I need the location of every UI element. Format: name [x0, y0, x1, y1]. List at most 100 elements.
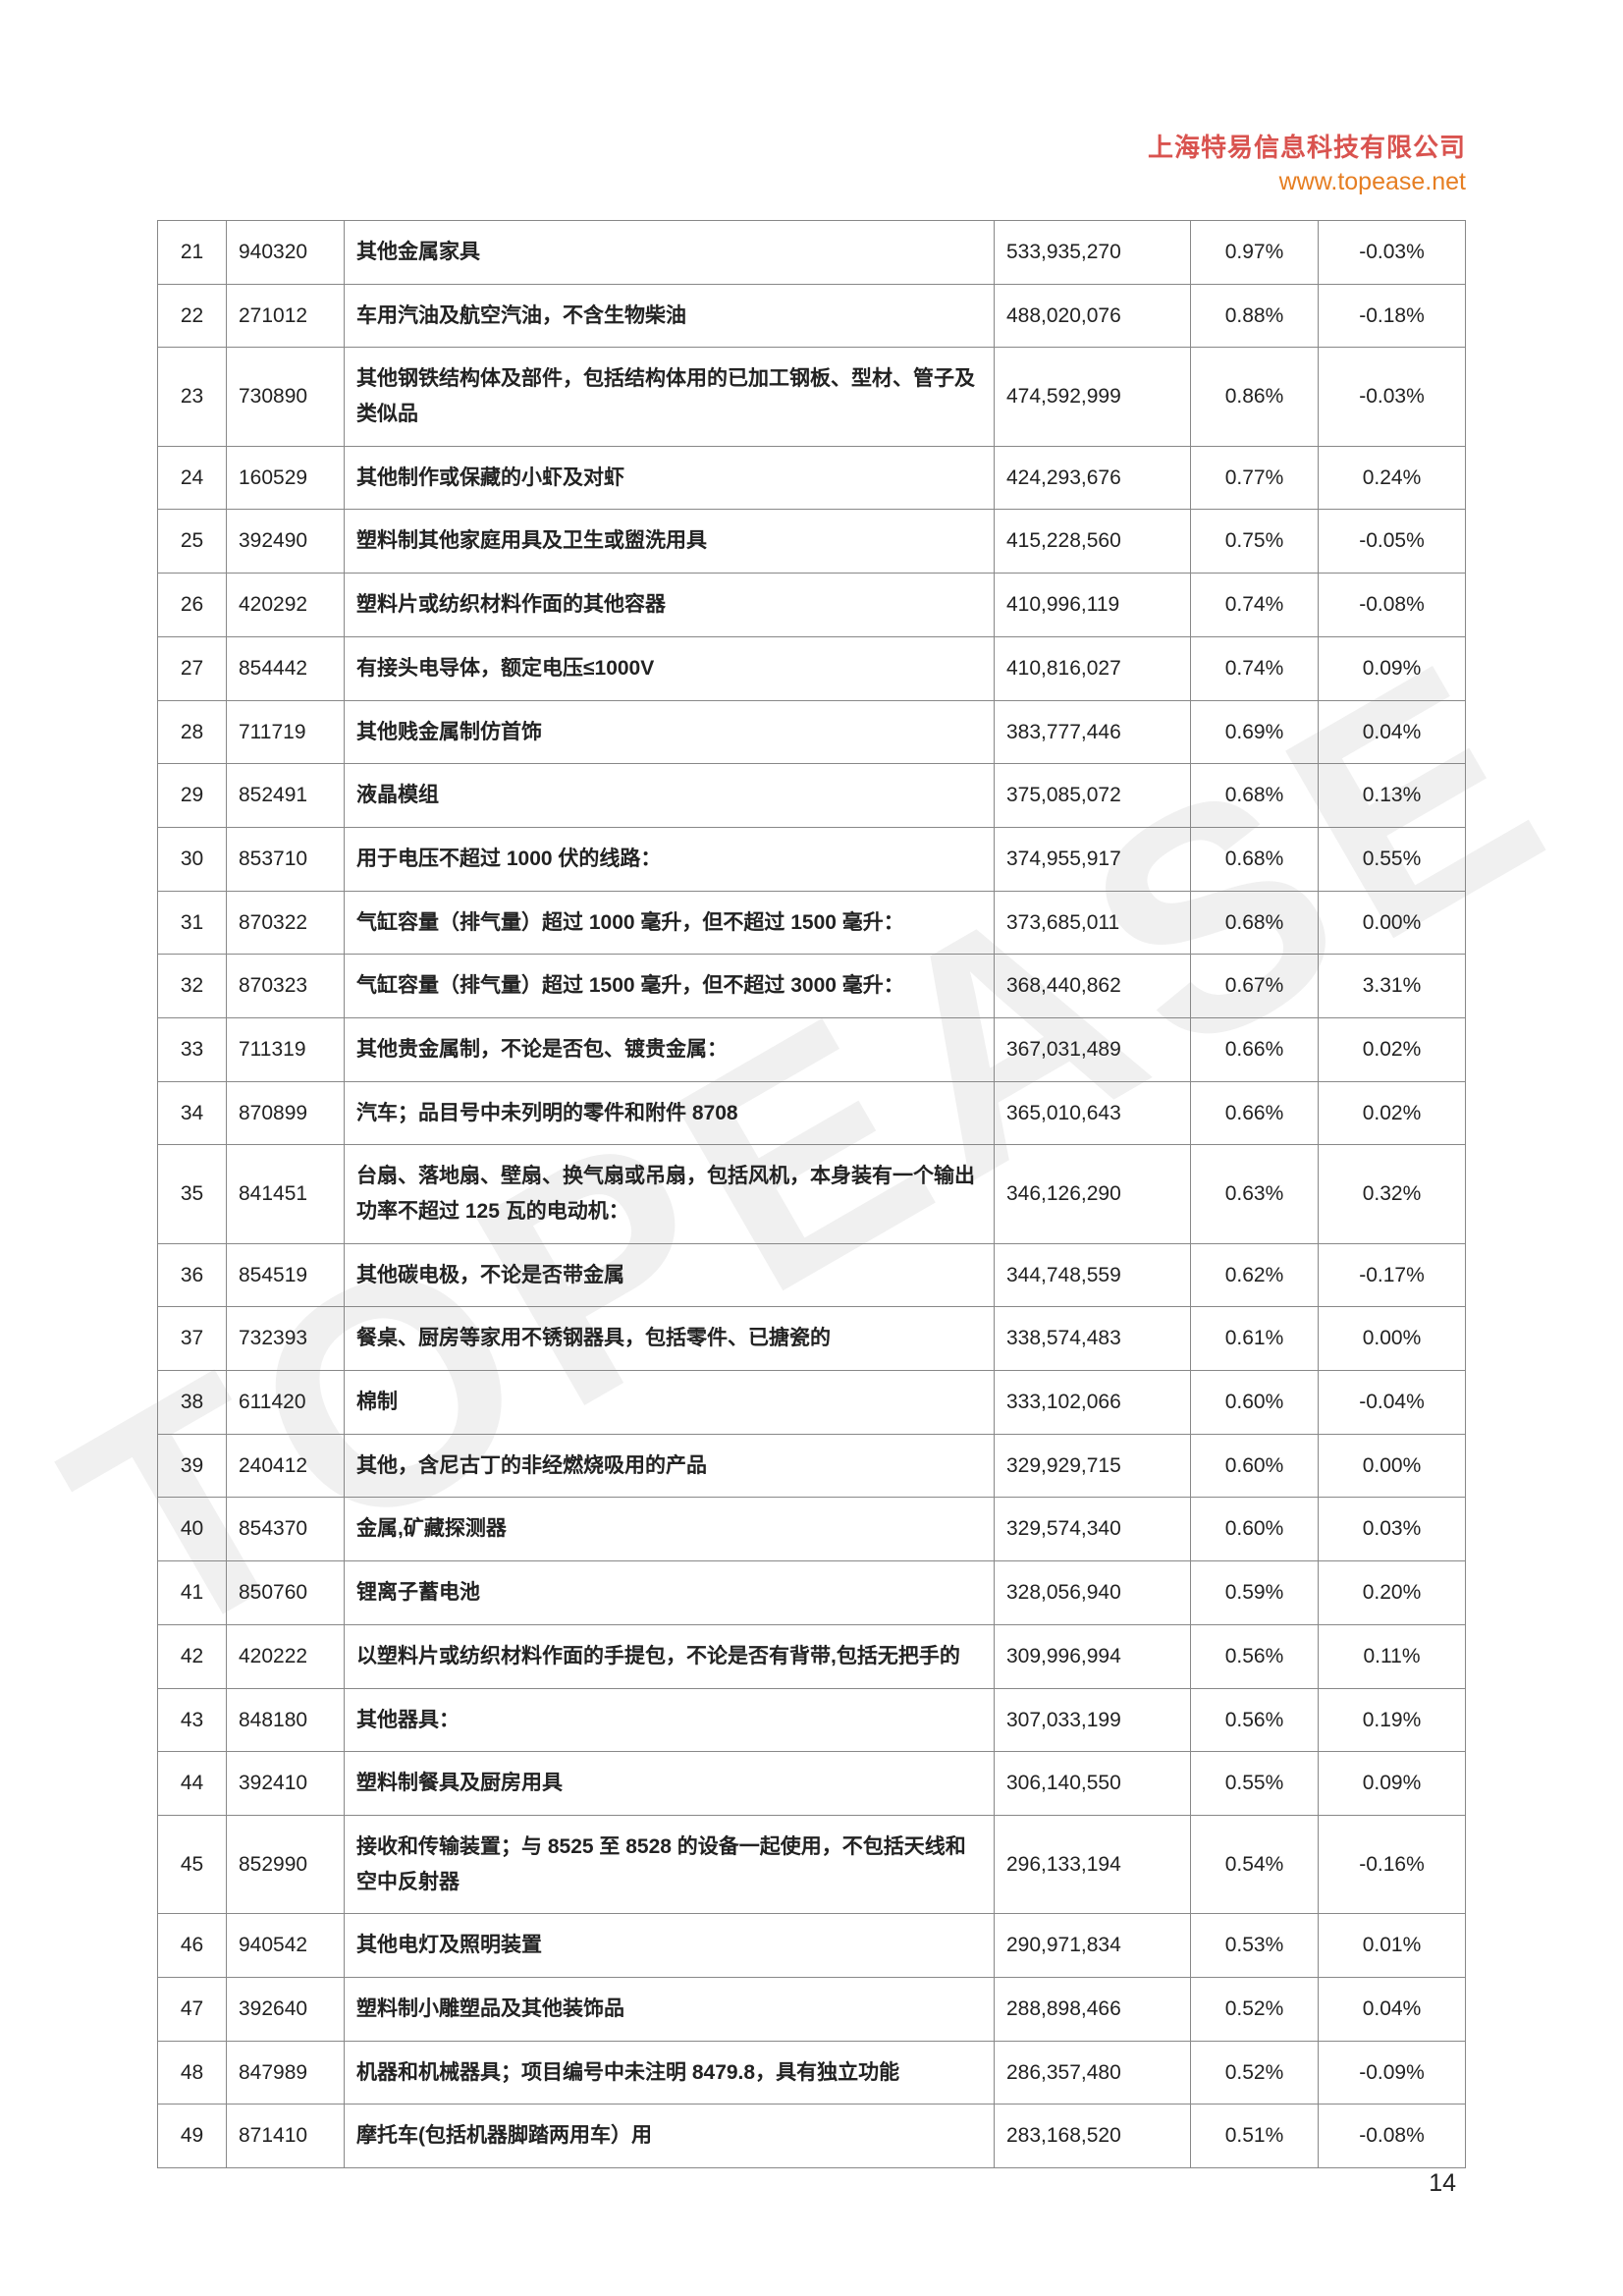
cell-code: 420222: [227, 1624, 345, 1688]
table-row: 22271012车用汽油及航空汽油，不含生物柴油488,020,0760.88%…: [158, 284, 1466, 348]
cell-index: 28: [158, 700, 227, 764]
cell-percent2: -0.03%: [1319, 221, 1466, 285]
table-row: 38611420棉制333,102,0660.60%-0.04%: [158, 1371, 1466, 1435]
cell-value: 286,357,480: [995, 2041, 1191, 2105]
table-row: 37732393餐桌、厨房等家用不锈钢器具，包括零件、已搪瓷的338,574,4…: [158, 1307, 1466, 1371]
cell-percent2: 0.09%: [1319, 636, 1466, 700]
cell-value: 306,140,550: [995, 1752, 1191, 1816]
cell-desc: 其他金属家具: [345, 221, 995, 285]
cell-percent1: 0.77%: [1191, 446, 1319, 510]
cell-value: 373,685,011: [995, 891, 1191, 955]
cell-percent1: 0.52%: [1191, 2041, 1319, 2105]
cell-value: 368,440,862: [995, 955, 1191, 1018]
cell-value: 346,126,290: [995, 1145, 1191, 1243]
cell-percent2: -0.08%: [1319, 574, 1466, 637]
cell-percent2: 0.01%: [1319, 1914, 1466, 1978]
cell-percent1: 0.51%: [1191, 2105, 1319, 2168]
company-url: www.topease.net: [157, 168, 1466, 196]
cell-desc: 其他制作或保藏的小虾及对虾: [345, 446, 995, 510]
data-table: 21940320其他金属家具533,935,2700.97%-0.03%2227…: [157, 220, 1466, 2168]
cell-percent1: 0.56%: [1191, 1688, 1319, 1752]
cell-percent1: 0.52%: [1191, 1977, 1319, 2041]
cell-desc: 锂离子蓄电池: [345, 1561, 995, 1625]
cell-percent2: 0.02%: [1319, 1081, 1466, 1145]
cell-value: 307,033,199: [995, 1688, 1191, 1752]
cell-code: 940320: [227, 221, 345, 285]
cell-desc: 其他贵金属制，不论是否包、镀贵金属：: [345, 1017, 995, 1081]
cell-value: 415,228,560: [995, 510, 1191, 574]
cell-percent2: 0.20%: [1319, 1561, 1466, 1625]
cell-percent2: -0.18%: [1319, 284, 1466, 348]
cell-value: 288,898,466: [995, 1977, 1191, 2041]
cell-index: 46: [158, 1914, 227, 1978]
cell-index: 32: [158, 955, 227, 1018]
cell-code: 392490: [227, 510, 345, 574]
cell-code: 732393: [227, 1307, 345, 1371]
cell-code: 870899: [227, 1081, 345, 1145]
cell-index: 25: [158, 510, 227, 574]
cell-value: 290,971,834: [995, 1914, 1191, 1978]
cell-desc: 接收和传输装置；与 8525 至 8528 的设备一起使用，不包括天线和空中反射…: [345, 1815, 995, 1913]
cell-desc: 其他贱金属制仿首饰: [345, 700, 995, 764]
cell-index: 41: [158, 1561, 227, 1625]
table-row: 21940320其他金属家具533,935,2700.97%-0.03%: [158, 221, 1466, 285]
cell-desc: 用于电压不超过 1000 伏的线路：: [345, 827, 995, 891]
cell-percent1: 0.59%: [1191, 1561, 1319, 1625]
cell-value: 488,020,076: [995, 284, 1191, 348]
cell-desc: 其他碳电极，不论是否带金属: [345, 1243, 995, 1307]
cell-percent1: 0.60%: [1191, 1498, 1319, 1561]
table-row: 28711719其他贱金属制仿首饰383,777,4460.69%0.04%: [158, 700, 1466, 764]
cell-percent2: 0.55%: [1319, 827, 1466, 891]
cell-index: 31: [158, 891, 227, 955]
cell-value: 333,102,066: [995, 1371, 1191, 1435]
cell-desc: 塑料制餐具及厨房用具: [345, 1752, 995, 1816]
cell-desc: 气缸容量（排气量）超过 1000 毫升，但不超过 1500 毫升：: [345, 891, 995, 955]
cell-desc: 餐桌、厨房等家用不锈钢器具，包括零件、已搪瓷的: [345, 1307, 995, 1371]
cell-percent1: 0.68%: [1191, 827, 1319, 891]
table-row: 25392490塑料制其他家庭用具及卫生或盥洗用具415,228,5600.75…: [158, 510, 1466, 574]
table-row: 43848180其他器具：307,033,1990.56%0.19%: [158, 1688, 1466, 1752]
cell-percent1: 0.54%: [1191, 1815, 1319, 1913]
table-row: 35841451台扇、落地扇、壁扇、换气扇或吊扇，包括风机，本身装有一个输出功率…: [158, 1145, 1466, 1243]
cell-percent1: 0.66%: [1191, 1081, 1319, 1145]
cell-percent1: 0.68%: [1191, 764, 1319, 828]
cell-value: 474,592,999: [995, 348, 1191, 446]
cell-code: 420292: [227, 574, 345, 637]
cell-percent1: 0.61%: [1191, 1307, 1319, 1371]
cell-index: 23: [158, 348, 227, 446]
cell-desc: 其他钢铁结构体及部件，包括结构体用的已加工钢板、型材、管子及类似品: [345, 348, 995, 446]
cell-code: 853710: [227, 827, 345, 891]
cell-index: 35: [158, 1145, 227, 1243]
cell-code: 711719: [227, 700, 345, 764]
table-row: 27854442有接头电导体，额定电压≤1000V410,816,0270.74…: [158, 636, 1466, 700]
cell-percent1: 0.74%: [1191, 574, 1319, 637]
cell-percent1: 0.67%: [1191, 955, 1319, 1018]
table-row: 36854519其他碳电极，不论是否带金属344,748,5590.62%-0.…: [158, 1243, 1466, 1307]
cell-percent1: 0.60%: [1191, 1434, 1319, 1498]
table-row: 47392640塑料制小雕塑品及其他装饰品288,898,4660.52%0.0…: [158, 1977, 1466, 2041]
cell-desc: 其他电灯及照明装置: [345, 1914, 995, 1978]
cell-index: 26: [158, 574, 227, 637]
cell-value: 424,293,676: [995, 446, 1191, 510]
cell-value: 329,574,340: [995, 1498, 1191, 1561]
cell-percent1: 0.55%: [1191, 1752, 1319, 1816]
cell-desc: 有接头电导体，额定电压≤1000V: [345, 636, 995, 700]
cell-code: 870323: [227, 955, 345, 1018]
table-row: 45852990接收和传输装置；与 8525 至 8528 的设备一起使用，不包…: [158, 1815, 1466, 1913]
cell-value: 338,574,483: [995, 1307, 1191, 1371]
cell-value: 533,935,270: [995, 221, 1191, 285]
cell-index: 33: [158, 1017, 227, 1081]
cell-code: 392410: [227, 1752, 345, 1816]
cell-value: 296,133,194: [995, 1815, 1191, 1913]
cell-desc: 气缸容量（排气量）超过 1500 毫升，但不超过 3000 毫升：: [345, 955, 995, 1018]
cell-value: 374,955,917: [995, 827, 1191, 891]
cell-desc: 其他器具：: [345, 1688, 995, 1752]
cell-index: 42: [158, 1624, 227, 1688]
cell-code: 160529: [227, 446, 345, 510]
cell-index: 47: [158, 1977, 227, 2041]
table-row: 26420292塑料片或纺织材料作面的其他容器410,996,1190.74%-…: [158, 574, 1466, 637]
cell-percent2: 0.00%: [1319, 891, 1466, 955]
cell-code: 870322: [227, 891, 345, 955]
table-row: 30853710用于电压不超过 1000 伏的线路：374,955,9170.6…: [158, 827, 1466, 891]
table-row: 34870899汽车；品目号中未列明的零件和附件 8708365,010,643…: [158, 1081, 1466, 1145]
